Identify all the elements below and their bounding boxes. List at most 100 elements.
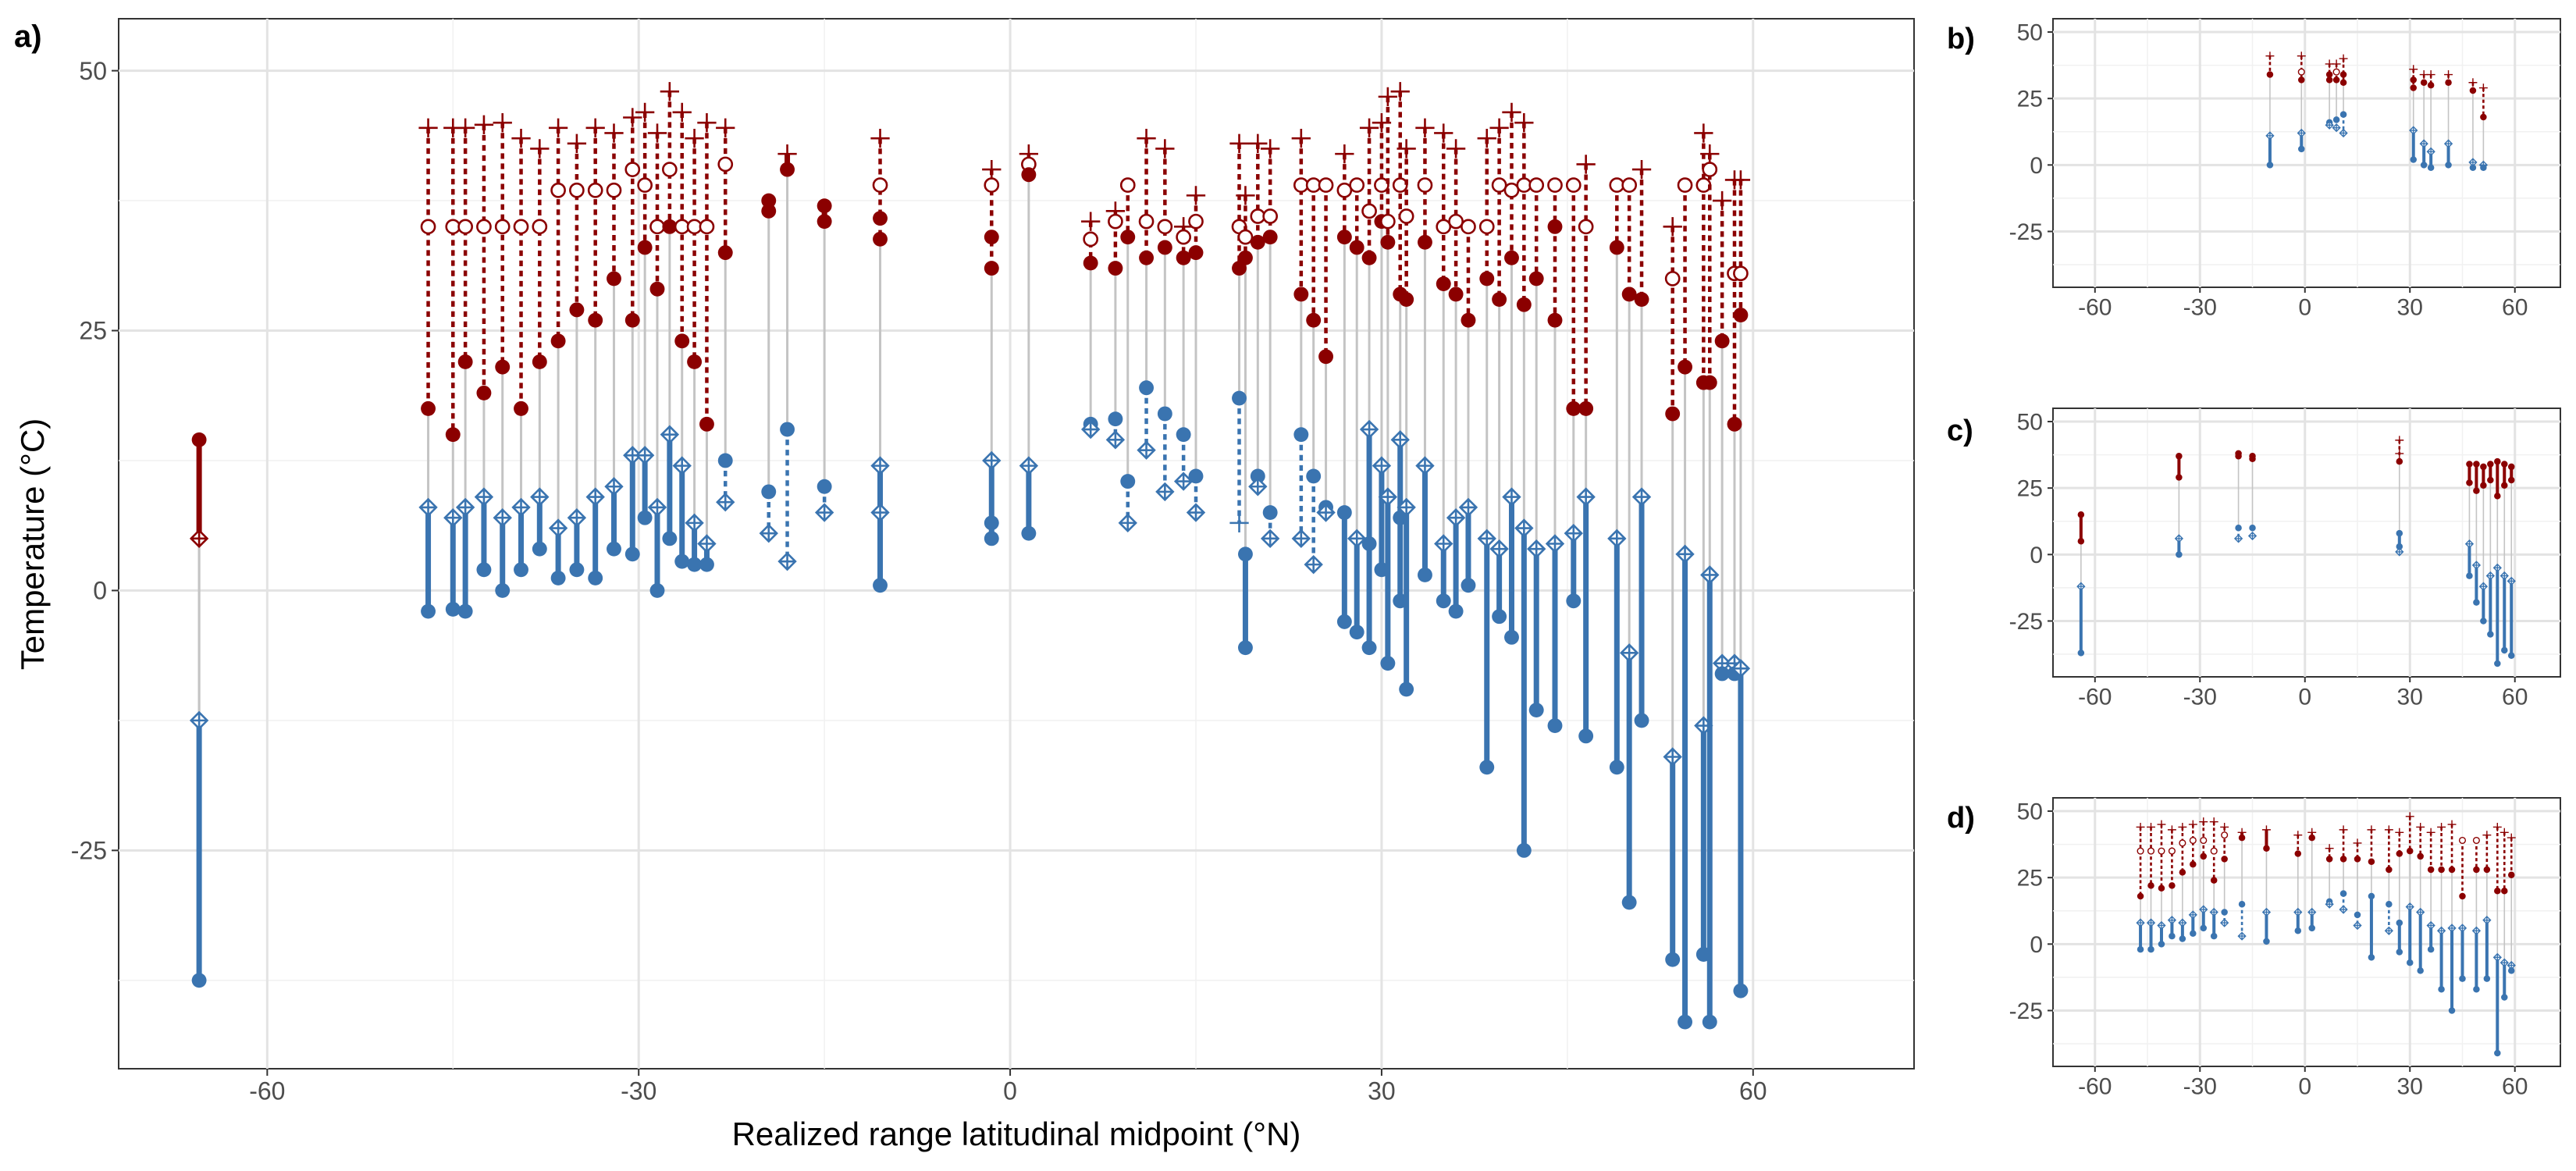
data-point-open-circle (1262, 208, 1279, 224)
data-point-plus (1576, 155, 1596, 174)
data-point-plus (982, 159, 1002, 180)
data-point-diamond-plus (2500, 958, 2509, 967)
data-point-dot (1399, 292, 1414, 308)
data-point-dot (873, 231, 888, 247)
data-point-plus (2468, 78, 2478, 87)
y-tick-label: 25 (2017, 476, 2043, 502)
data-point-dot (2466, 461, 2473, 468)
data-point-dot (2507, 871, 2515, 879)
data-point-dot (1021, 525, 1037, 541)
data-point-dot (2147, 945, 2154, 953)
data-point-diamond-plus (2237, 931, 2247, 941)
data-point-dot (2325, 856, 2333, 863)
data-point-dot (1336, 505, 1352, 520)
data-point-dot (1120, 230, 1136, 245)
data-point-dot (1714, 333, 1730, 349)
data-point-open-circle (1336, 182, 1353, 198)
data-point-plus (2188, 820, 2197, 829)
x-tick-label: 60 (2502, 295, 2528, 321)
data-point-diamond-plus (635, 446, 655, 465)
data-point-dot (1188, 468, 1204, 484)
data-point-diamond-plus (511, 497, 531, 518)
panel-b-x-axis: -60 -30 0 30 60 (2078, 287, 2528, 321)
y-tick-label: 50 (2017, 799, 2043, 825)
data-point-diamond-plus (474, 487, 494, 507)
data-point-plus (1434, 123, 1453, 143)
data-point-plus (530, 139, 550, 158)
data-point-dot (1176, 250, 1191, 265)
y-tick-label: 50 (2017, 20, 2043, 46)
data-point-dot (191, 973, 207, 988)
data-point-plus (604, 123, 624, 143)
data-point-plus (870, 128, 890, 148)
data-point-diamond-plus (2209, 907, 2218, 917)
data-point-dot (1634, 713, 1649, 728)
data-point-plus (1137, 128, 1156, 148)
x-tick-label: 0 (2298, 1074, 2311, 1100)
data-point-dot (2308, 834, 2315, 842)
data-point-open-circle (1417, 177, 1433, 193)
x-axis-title: Realized range latitudinal midpoint (°N) (732, 1116, 1301, 1152)
data-point-dot (761, 203, 777, 219)
data-point-plus (623, 108, 642, 127)
data-point-plus (2409, 65, 2418, 74)
data-point-dot (1516, 842, 1532, 858)
data-point-open-circle (637, 177, 653, 193)
data-point-dot (2294, 927, 2302, 934)
data-point-dot (1702, 1014, 1717, 1030)
data-point-plus (1390, 82, 1410, 101)
data-point-diamond-plus (2426, 920, 2435, 931)
data-point-dot (2190, 930, 2197, 937)
data-point-plus (1081, 212, 1101, 231)
data-point-diamond-plus (2261, 907, 2272, 917)
data-point-dot (2354, 911, 2361, 919)
data-point-dot (1139, 380, 1155, 396)
data-point-plus (2426, 70, 2435, 79)
data-point-dot (2332, 77, 2340, 84)
data-point-dot (1448, 287, 1464, 302)
data-point-plus (2178, 823, 2187, 831)
data-point-dot (1479, 271, 1495, 287)
data-point-plus (2367, 825, 2376, 835)
x-tick-label: 0 (1003, 1077, 1017, 1105)
data-point-diamond-plus (2339, 905, 2348, 914)
data-point-dot (2235, 453, 2242, 460)
data-point-dot (1318, 349, 1334, 365)
data-point-open-circle (624, 162, 641, 177)
x-tick-label: 60 (1739, 1077, 1767, 1105)
data-point-plus (1248, 133, 1268, 153)
data-point-dot (2507, 967, 2515, 974)
data-point-dot (1349, 240, 1364, 255)
data-point-dot (2427, 945, 2435, 953)
data-point-diamond-plus (2507, 576, 2516, 586)
data-point-plus (2384, 825, 2393, 835)
data-point-diamond-plus (2136, 918, 2145, 927)
data-point-open-circle (686, 219, 703, 235)
panel-b-frame (2052, 18, 2561, 288)
data-point-dot (607, 271, 621, 287)
data-point-dot (2200, 924, 2208, 932)
data-point-dot (873, 578, 888, 593)
data-point-plus (2395, 436, 2404, 445)
data-point-diamond-plus (189, 710, 209, 731)
data-point-dot (2410, 77, 2417, 84)
data-point-plus (1694, 123, 1713, 143)
data-point-dot (2298, 77, 2305, 84)
data-point-dot (1547, 219, 1563, 234)
panel-d-frame (2052, 797, 2561, 1067)
data-point-dot (1665, 406, 1681, 422)
data-point-dot (2473, 599, 2480, 606)
data-point-dot (2494, 887, 2501, 895)
data-point-dot (2158, 884, 2165, 892)
data-point-plus (1261, 139, 1280, 158)
data-point-open-circle (1503, 182, 1520, 198)
data-point-diamond-plus (530, 487, 550, 507)
data-point-open-circle (1733, 265, 1749, 282)
data-point-open-circle (1380, 213, 1396, 230)
x-tick-label: -60 (2078, 295, 2112, 321)
data-point-plus (1186, 186, 1206, 205)
data-point-dot (817, 214, 832, 230)
data-point-dot (2266, 71, 2274, 78)
y-tick-label: 25 (79, 317, 107, 345)
data-point-dot (2396, 949, 2403, 956)
